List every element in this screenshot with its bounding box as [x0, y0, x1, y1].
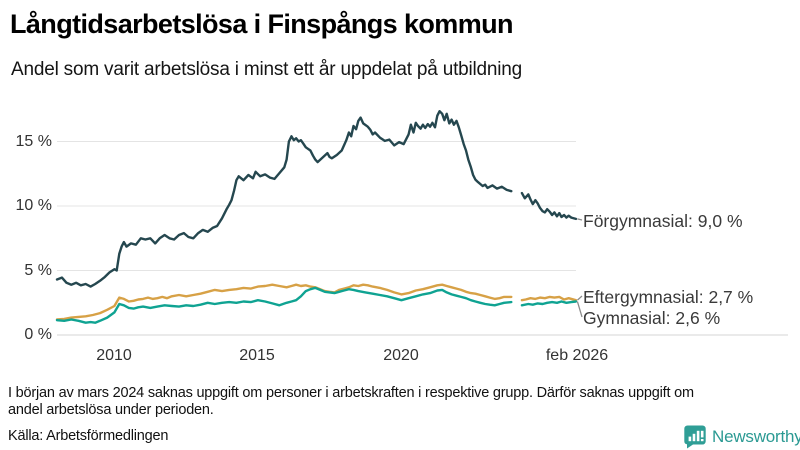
source-credit: Källa: Arbetsförmedlingen: [8, 428, 169, 444]
series-label-gymnasial: Gymnasial: 2,6 %: [583, 308, 721, 328]
x-axis-tick-2015: 2015: [239, 347, 275, 364]
newsworthy-bubble-chart-icon: [684, 425, 706, 449]
newsworthy-logo: Newsworthy: [683, 424, 800, 449]
chart-subtitle: Andel som varit arbetslösa i minst ett å…: [11, 59, 523, 80]
footnote-line-2: andel arbetslösa under perioden.: [8, 402, 214, 418]
y-axis-tick-0: 0 %: [24, 326, 52, 343]
y-axis-tick-5: 5 %: [24, 262, 52, 279]
x-axis-tick-2010: 2010: [96, 347, 132, 364]
series-label-eftergymnasial: Eftergymnasial: 2,7 %: [583, 287, 754, 307]
series-label-forgymnasial: Förgymnasial: 9,0 %: [583, 211, 743, 231]
x-axis-tick-feb-2026: feb 2026: [545, 347, 609, 364]
page-title: Långtidsarbetslösa i Finspångs kommun: [10, 9, 513, 39]
y-axis-tick-15: 15 %: [15, 133, 52, 150]
footnote: I början av mars 2024 saknas uppgift om …: [8, 385, 694, 419]
y-axis-tick-10: 10 %: [15, 197, 52, 214]
newsworthy-wordmark: Newsworthy: [712, 426, 800, 446]
x-axis-tick-2020: 2020: [383, 347, 419, 364]
footnote-line-1: I början av mars 2024 saknas uppgift om …: [8, 385, 694, 401]
